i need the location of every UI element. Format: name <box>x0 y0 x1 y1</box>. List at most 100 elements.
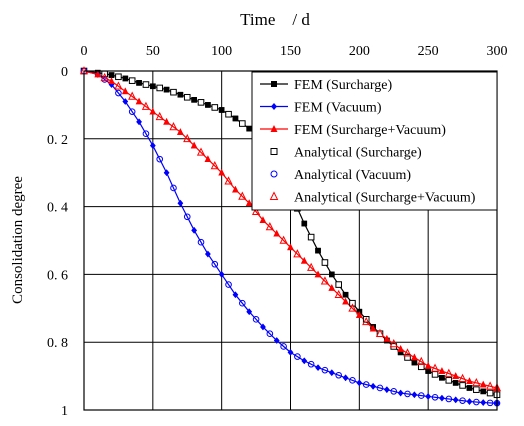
data-point <box>307 360 315 368</box>
data-point <box>122 98 129 105</box>
data-point <box>196 147 206 156</box>
data-point <box>452 372 459 379</box>
data-point <box>294 353 301 360</box>
data-point <box>397 349 404 356</box>
data-point <box>314 270 322 278</box>
data-point <box>169 122 178 131</box>
data-point <box>439 374 445 381</box>
data-point <box>424 362 432 369</box>
data-point <box>370 382 376 390</box>
data-point <box>430 363 440 372</box>
data-point <box>411 391 418 399</box>
data-point <box>411 359 418 366</box>
data-point <box>342 374 349 382</box>
data-point <box>170 88 177 96</box>
data-point <box>177 91 184 98</box>
data-point <box>225 110 232 118</box>
legend-marker <box>270 170 278 178</box>
legend-item: FEM (Surcharge+Vacuum) <box>260 123 446 138</box>
data-point <box>265 222 274 231</box>
data-point <box>280 343 287 350</box>
data-point <box>320 276 330 285</box>
data-point <box>375 328 385 338</box>
data-point <box>445 395 453 403</box>
data-point <box>486 381 495 390</box>
data-point <box>136 118 142 126</box>
data-point <box>239 120 246 127</box>
x-tick-label: 250 <box>418 44 439 59</box>
data-point <box>349 377 356 384</box>
y-axis-title: Consolidation degree <box>10 176 26 304</box>
data-point <box>404 354 411 361</box>
data-point <box>362 381 370 388</box>
data-point <box>251 206 261 215</box>
legend-label: Analytical (Surcharge+Vacuum) <box>294 191 476 206</box>
data-point <box>438 367 446 374</box>
data-point <box>218 107 225 113</box>
data-point <box>397 389 404 397</box>
data-point <box>218 168 225 176</box>
data-point <box>362 316 370 323</box>
y-axis-ticks: 0 0. 2 0. 4 0. 6 0. 8 1 <box>47 65 68 419</box>
data-point <box>232 115 239 122</box>
y-tick-label: 0. 2 <box>47 133 68 148</box>
data-point <box>369 324 377 332</box>
legend-marker <box>271 81 277 87</box>
data-point <box>417 356 426 365</box>
data-point <box>266 330 274 338</box>
data-point <box>183 213 191 221</box>
legend-marker <box>271 103 277 110</box>
data-point <box>191 97 197 103</box>
legend-item: Analytical (Surcharge) <box>270 146 422 161</box>
data-point <box>211 260 219 268</box>
y-tick-label: 0. 6 <box>47 268 68 283</box>
data-point <box>466 377 473 384</box>
data-point <box>403 348 412 357</box>
data-point <box>100 72 109 82</box>
data-point <box>149 107 157 115</box>
data-point <box>114 81 123 90</box>
data-point <box>452 380 459 386</box>
data-point <box>335 281 342 288</box>
data-point <box>431 371 439 378</box>
data-point <box>445 377 453 384</box>
data-point <box>156 84 164 92</box>
data-point <box>486 399 494 407</box>
legend-label: FEM (Surcharge+Vacuum) <box>294 123 446 138</box>
data-point <box>108 72 115 78</box>
data-point <box>287 349 294 356</box>
data-point <box>128 91 137 100</box>
data-point <box>273 229 281 237</box>
data-point <box>307 233 315 241</box>
data-point <box>135 97 143 105</box>
data-point <box>425 368 431 374</box>
data-point <box>128 77 136 84</box>
data-point <box>115 89 122 97</box>
data-point <box>115 73 122 81</box>
legend-box <box>251 71 498 211</box>
data-point <box>183 93 191 101</box>
y-tick-label: 0 <box>61 65 68 80</box>
data-point <box>279 235 288 244</box>
data-point <box>472 377 481 387</box>
data-point <box>190 141 198 149</box>
data-point <box>287 243 294 251</box>
data-point <box>94 70 102 78</box>
data-point <box>315 247 321 254</box>
data-point <box>232 291 239 299</box>
data-point <box>108 77 115 84</box>
data-point <box>210 161 219 170</box>
y-tick-label: 0. 8 <box>47 336 68 351</box>
legend-marker <box>270 125 278 132</box>
data-point <box>458 373 467 382</box>
legend-label: Analytical (Surcharge) <box>294 146 422 161</box>
data-point <box>142 81 150 88</box>
data-point <box>122 87 129 95</box>
data-point <box>260 323 266 331</box>
data-point <box>466 385 473 391</box>
data-point <box>356 379 363 387</box>
data-point <box>205 250 211 258</box>
data-point <box>163 86 170 93</box>
x-tick-label: 0 <box>81 44 88 59</box>
data-point <box>334 289 343 299</box>
